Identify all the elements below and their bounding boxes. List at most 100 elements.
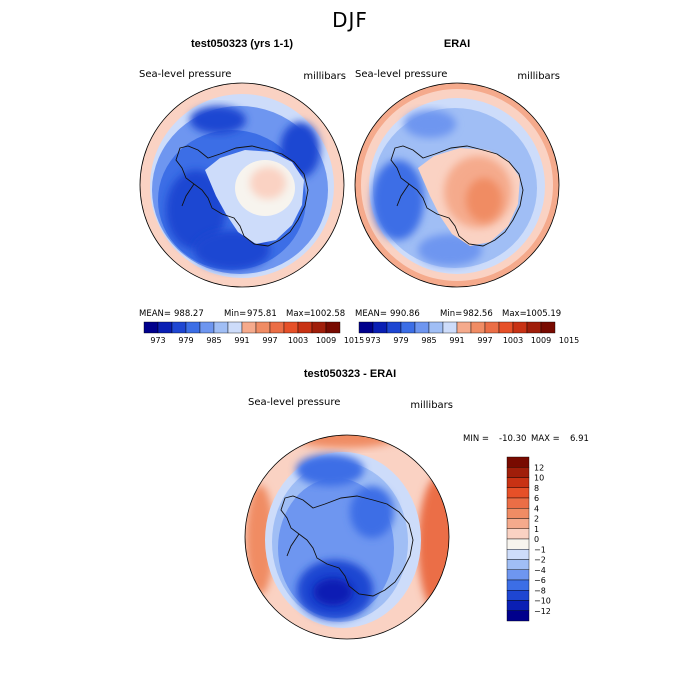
colorbar-swatch	[372, 321, 388, 334]
colorbar-swatch	[526, 321, 542, 334]
colorbar-swatch	[506, 456, 530, 468]
field-low-west	[166, 170, 226, 250]
variable-label: Sea-level pressure	[248, 397, 340, 408]
field-high-core	[250, 167, 286, 199]
colorbar-tick-label: 973	[150, 336, 165, 345]
stats-max-label: MAX =	[531, 434, 560, 444]
units-label: millibars	[410, 400, 453, 411]
colorbar-tick-label: −2	[534, 556, 546, 565]
colorbar-swatch	[143, 321, 159, 334]
colorbar-swatch	[185, 321, 201, 334]
colorbar-swatch	[506, 508, 530, 519]
variable-label: Sea-level pressure	[355, 69, 447, 80]
coastline	[280, 495, 414, 597]
stats-max-label: Max=	[286, 309, 311, 319]
panel-difference: test050323 - ERAI Sea-level pressure mil…	[244, 368, 589, 640]
colorbar-swatch	[506, 590, 530, 601]
colorbar-tick-label: 8	[534, 484, 539, 493]
colorbar: 973 979 985 991 997 1003 1009 1015	[358, 321, 579, 345]
stats-line: MEAN= 990.86 Min= 982.56 Max= 1005.19	[355, 309, 561, 319]
stats-min-label: MIN =	[463, 434, 489, 444]
colorbar-swatch	[358, 321, 374, 334]
colorbar-swatch	[456, 321, 472, 334]
field-layers	[245, 435, 449, 639]
colorbar-tick-label: −6	[534, 576, 546, 585]
colorbar-swatch	[269, 321, 285, 334]
colorbar-tick-label: 979	[178, 336, 193, 345]
map-border	[354, 82, 560, 288]
colorbar-swatch	[506, 467, 530, 478]
colorbar-swatch	[297, 321, 313, 334]
field-layers	[355, 83, 559, 287]
colorbar-tick-label: 1015	[559, 336, 579, 345]
colorbar-swatch	[506, 497, 530, 509]
page-title: DJF	[332, 8, 368, 32]
stats-line: MIN = -10.30 MAX = 6.91	[463, 434, 589, 444]
colorbar-swatch	[506, 518, 530, 529]
stats-mean-value: 990.86	[390, 309, 420, 319]
colorbar-tick-label: 1	[534, 525, 539, 534]
map-border	[244, 434, 450, 640]
colorbar: 973 979 985 991 997 1003 1009 1015	[143, 321, 364, 345]
field-low-north	[404, 110, 456, 138]
colorbar-swatch	[255, 321, 271, 334]
panel-title: ERAI	[444, 38, 470, 50]
colorbar-tick-label: 997	[262, 336, 277, 345]
colorbar-swatch	[470, 321, 486, 334]
colorbar-swatch	[506, 477, 530, 488]
stats-min-value: -10.30	[499, 434, 526, 444]
field-negative-continent	[350, 486, 394, 538]
colorbar-tick-label: 1003	[288, 336, 308, 345]
field-negative-north	[296, 454, 364, 486]
field-high-core	[466, 178, 502, 222]
colorbar-tick-label: 6	[534, 494, 539, 503]
difference-field	[245, 435, 449, 639]
panel-title: test050323 (yrs 1-1)	[191, 38, 293, 50]
field-west-positive	[246, 485, 274, 595]
colorbar-tick-label: 991	[449, 336, 464, 345]
colorbar-swatch	[213, 321, 229, 334]
coastline	[175, 145, 309, 247]
field-north-positive	[290, 435, 400, 448]
stats-min-value: 975.81	[247, 309, 277, 319]
field-low-west	[372, 160, 424, 240]
colorbar-tick-label: 997	[477, 336, 492, 345]
panel-reanalysis: ERAI Sea-level pressure millibars MEAN= …	[354, 38, 579, 345]
panel-title: test050323 - ERAI	[304, 368, 396, 380]
colorbar-tick-label: −1	[534, 545, 546, 554]
colorbar-swatch	[428, 321, 444, 334]
colorbar-tick-label: 10	[534, 474, 544, 483]
colorbar-swatch	[506, 538, 530, 550]
colorbar-swatch	[227, 321, 243, 334]
coastline	[390, 145, 524, 247]
colorbar-tick-label: 1009	[531, 336, 551, 345]
field-east-positive	[418, 475, 449, 615]
variable-label: Sea-level pressure	[139, 69, 231, 80]
units-label: millibars	[517, 71, 560, 82]
colorbar-tick-label: −4	[534, 566, 546, 575]
colorbar-swatch	[506, 528, 530, 540]
colorbar-tick-label: 12	[534, 463, 544, 472]
colorbar-swatch	[540, 321, 556, 334]
stats-min-label: Min=	[440, 309, 462, 319]
stats-mean-value: 988.27	[174, 309, 204, 319]
colorbar-swatch	[325, 321, 341, 334]
stats-min-value: 982.56	[463, 309, 493, 319]
colorbar-tick-label: −10	[534, 597, 551, 606]
colorbar-tick-label: 4	[534, 504, 539, 513]
colorbar-swatch	[512, 321, 528, 334]
colorbar-tick-label: 985	[421, 336, 436, 345]
colorbar-swatch	[506, 569, 530, 581]
map-border	[139, 82, 345, 288]
colorbar-swatch	[311, 321, 327, 334]
pressure-field	[355, 83, 559, 287]
colorbar-swatch	[386, 321, 402, 334]
colorbar-swatch	[442, 321, 458, 334]
colorbar-swatch	[157, 321, 173, 334]
colorbar-tick-label: 1003	[503, 336, 523, 345]
colorbar-tick-label: 2	[534, 515, 539, 524]
stats-min-label: Min=	[224, 309, 246, 319]
panel-model: test050323 (yrs 1-1) Sea-level pressure …	[139, 38, 364, 345]
